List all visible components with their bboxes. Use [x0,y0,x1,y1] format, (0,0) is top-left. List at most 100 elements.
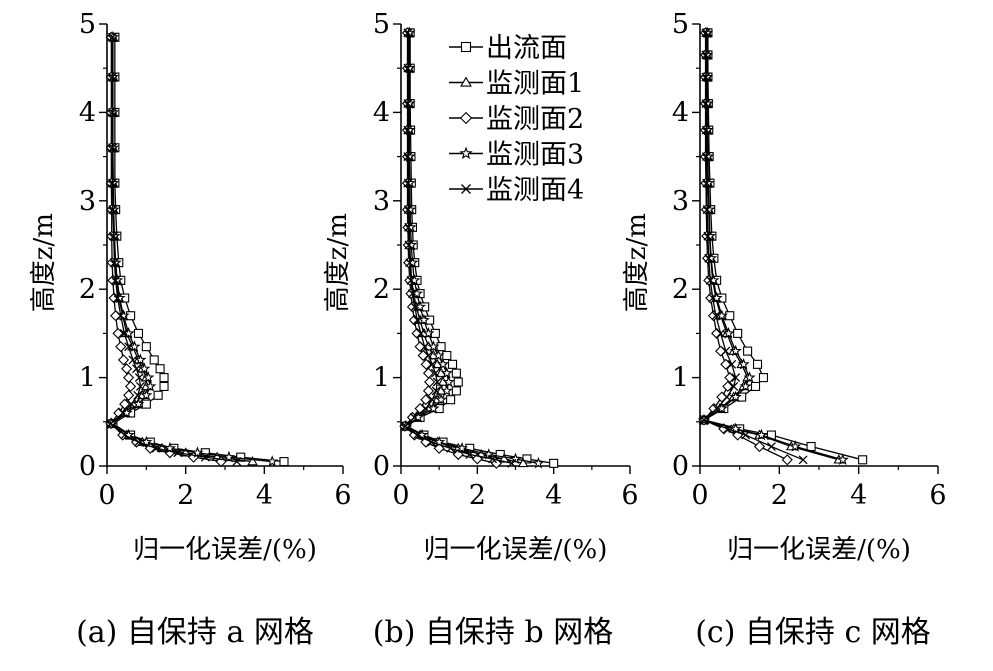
data-point [116,311,126,321]
data-point [134,373,144,383]
data-point [743,371,756,383]
data-point [132,397,145,410]
y-tick-label: 5 [672,9,689,40]
x-tick-label: 2 [177,480,194,511]
data-point [416,328,426,338]
data-point [699,415,709,425]
data-point [140,388,153,401]
data-point [409,412,419,422]
data-point [112,327,124,339]
data-point [743,346,753,356]
x-tick-label: 0 [98,480,115,511]
x-tick-label: 0 [392,480,409,511]
data-point [108,32,117,42]
data-point [191,446,204,458]
data-point [141,399,151,409]
data-point [124,342,134,352]
y-tick-label: 4 [373,97,390,128]
legend-entry: 监测面3 [449,140,584,171]
legend-entry: 出流面 [449,33,567,64]
data-point [417,313,430,326]
data-point [722,380,734,393]
data-point [159,381,169,391]
data-point [729,422,742,435]
data-point [108,72,117,82]
data-point [173,448,183,458]
data-point [739,380,752,392]
data-point [153,390,163,400]
legend-entry: 监测面1 [449,69,584,100]
data-point [163,441,177,454]
x-axis-label: 归一化误差/(%) [133,535,317,565]
data-point [232,457,242,467]
data-point [781,454,793,466]
data-point [703,231,713,241]
x-axis-label: 归一化误差/(%) [424,535,608,565]
data-point [758,373,769,383]
data-point [755,428,768,441]
data-point [403,178,413,188]
y-axis-label: 高度z/m [622,213,652,312]
data-point [118,408,128,418]
data-point [442,375,455,388]
data-point [200,452,210,462]
data-point [729,390,742,403]
data-point [119,328,129,338]
data-point [446,443,456,453]
data-point [406,275,416,285]
data-point [405,258,415,268]
y-tick-label: 1 [79,363,96,394]
data-point [142,371,155,383]
data-point [117,354,130,366]
data-point [724,372,736,384]
data-point [752,359,763,369]
data-point [123,372,135,384]
legend-label: 出流面 [486,33,567,64]
data-point [737,357,750,370]
legend-label: 监测面2 [486,104,584,135]
legend-marker [459,111,473,125]
data-point [465,450,475,459]
data-point [858,455,868,465]
series-square [108,32,289,467]
panel-caption: (b) 自保持 b 网格 [373,615,613,650]
data-point [266,455,279,467]
data-point [108,143,117,153]
panel-a: 0 2 4 6 0 1 2 3 4 5 高度z/m 归一化误差/(%) (a) 自保持 a 网格 [29,9,352,650]
data-point [488,454,498,464]
y-tick-label: 2 [373,274,390,305]
data-point [236,452,246,462]
data-point [704,253,714,263]
data-point [121,363,133,375]
y-tick-label: 3 [79,186,96,217]
data-point [120,406,133,419]
data-point [126,399,136,409]
data-point [110,258,119,268]
data-point [716,391,728,403]
data-point [128,340,141,352]
data-point [113,293,123,303]
data-point [155,364,165,374]
x-tick-label: 2 [469,480,486,511]
data-point [403,63,413,73]
data-point [120,430,130,440]
y-tick-label: 5 [79,9,96,40]
data-point [455,441,469,454]
data-point [507,458,517,468]
data-point [442,350,452,361]
y-tick-label: 4 [672,97,689,128]
data-point [108,205,118,215]
data-point [140,435,153,448]
data-point [766,442,776,452]
data-point [133,390,143,400]
series-x [106,32,242,467]
data-point [705,275,715,285]
x-tick-label: 4 [256,480,273,511]
data-point [465,443,475,453]
data-point [109,231,119,241]
data-point [750,381,761,391]
data-point [410,302,420,312]
series-star [105,30,279,467]
